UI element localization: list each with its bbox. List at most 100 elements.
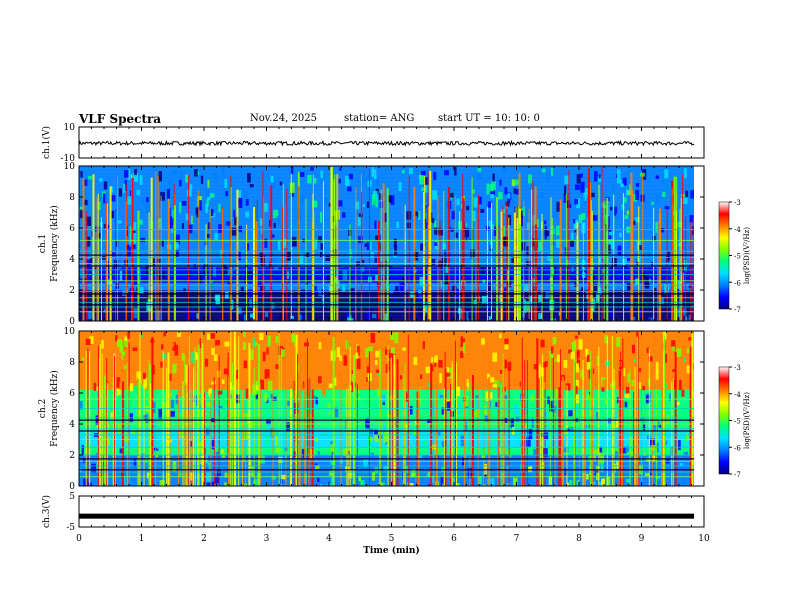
noise-cell xyxy=(79,206,84,212)
noise-cell xyxy=(199,353,203,363)
noise-cell xyxy=(430,296,436,303)
noise-cell xyxy=(231,311,237,321)
noise-cell xyxy=(200,396,203,407)
noise-cell xyxy=(648,356,653,362)
noise-cell xyxy=(262,351,266,362)
noise-cell xyxy=(666,254,670,263)
noise-cell xyxy=(87,311,93,320)
noise-cell xyxy=(622,263,628,271)
noise-cell xyxy=(213,266,217,277)
noise-cell xyxy=(179,202,182,213)
noise-cell xyxy=(313,178,317,184)
noise-cell xyxy=(300,319,305,321)
noise-cell xyxy=(508,395,513,402)
noise-cell xyxy=(160,418,165,427)
noise-cell xyxy=(539,452,544,460)
noise-cell xyxy=(677,308,680,317)
noise-cell xyxy=(103,193,106,204)
noise-cell xyxy=(285,422,291,432)
noise-cell xyxy=(586,394,590,401)
noise-cell xyxy=(626,479,631,483)
noise-cell xyxy=(556,225,560,236)
noise-cell xyxy=(155,453,159,458)
noise-cell xyxy=(434,355,438,363)
noise-cell xyxy=(275,364,280,369)
noise-cell xyxy=(172,363,177,374)
noise-cell xyxy=(647,250,651,255)
y-axis-label: Frequency (kHz) xyxy=(49,205,60,282)
noise-cell xyxy=(280,456,284,464)
noise-cell xyxy=(242,453,246,462)
blank-margin xyxy=(694,166,704,321)
noise-cell xyxy=(418,306,423,316)
noise-cell xyxy=(299,253,304,264)
noise-cell xyxy=(556,239,561,248)
noise-cell xyxy=(588,391,592,399)
noise-cell xyxy=(475,395,479,399)
noise-cell xyxy=(515,188,520,195)
noise-cell xyxy=(624,393,630,398)
noise-cell xyxy=(685,190,689,197)
noise-cell xyxy=(96,332,102,340)
noise-cell xyxy=(88,175,92,180)
noise-cell xyxy=(544,230,550,237)
noise-cell xyxy=(234,369,239,380)
noise-cell xyxy=(238,307,242,314)
noise-cell xyxy=(622,177,627,186)
noise-cell xyxy=(206,187,210,197)
noise-cell xyxy=(681,405,686,415)
noise-cell xyxy=(685,382,690,389)
noise-cell xyxy=(304,342,309,347)
x-tick-label: 5 xyxy=(389,534,395,544)
freq-band xyxy=(79,286,694,291)
noise-cell xyxy=(464,395,469,407)
noise-cell xyxy=(646,435,651,440)
noise-cell xyxy=(465,485,470,486)
noise-cell xyxy=(619,232,622,238)
noise-cell xyxy=(664,169,669,179)
noise-cell xyxy=(195,207,199,218)
noise-cell xyxy=(510,418,514,428)
noise-cell xyxy=(450,306,455,310)
noise-cell xyxy=(370,428,374,438)
noise-cell xyxy=(598,421,603,432)
noise-cell xyxy=(387,360,390,371)
noise-cell xyxy=(278,416,281,421)
noise-cell xyxy=(291,236,297,247)
panel-frame xyxy=(78,495,705,528)
noise-cell xyxy=(504,287,508,294)
noise-cell xyxy=(481,338,485,345)
noise-cell xyxy=(385,341,390,350)
x-tick-label: 0 xyxy=(76,534,82,544)
freq-band xyxy=(79,354,694,359)
noise-cell xyxy=(122,355,127,360)
noise-cell xyxy=(454,232,459,238)
x-tick-label: 4 xyxy=(326,534,332,544)
freq-band xyxy=(79,169,694,175)
noise-cell xyxy=(313,395,317,402)
noise-cell xyxy=(221,166,225,176)
noise-cell xyxy=(141,197,145,205)
noise-cell xyxy=(185,306,189,313)
noise-cell xyxy=(490,187,496,195)
noise-cell xyxy=(95,453,100,461)
noise-cell xyxy=(425,366,431,374)
noise-cell xyxy=(210,481,215,486)
noise-cell xyxy=(408,167,414,175)
noise-cell xyxy=(331,476,334,486)
noise-cell xyxy=(576,351,580,358)
colorbar xyxy=(718,366,730,475)
noise-cell xyxy=(374,256,378,263)
noise-cell xyxy=(426,473,432,478)
noise-cell xyxy=(119,270,123,281)
noise-cell xyxy=(613,463,617,473)
noise-cell xyxy=(491,436,494,448)
noise-cell xyxy=(483,398,487,405)
y-tick-label: 2 xyxy=(69,286,75,296)
noise-cell xyxy=(607,216,610,226)
noise-cell xyxy=(545,291,551,299)
noise-cell xyxy=(102,423,105,428)
noise-cell xyxy=(98,178,103,182)
noise-cell xyxy=(360,263,365,272)
noise-cell xyxy=(434,319,439,321)
